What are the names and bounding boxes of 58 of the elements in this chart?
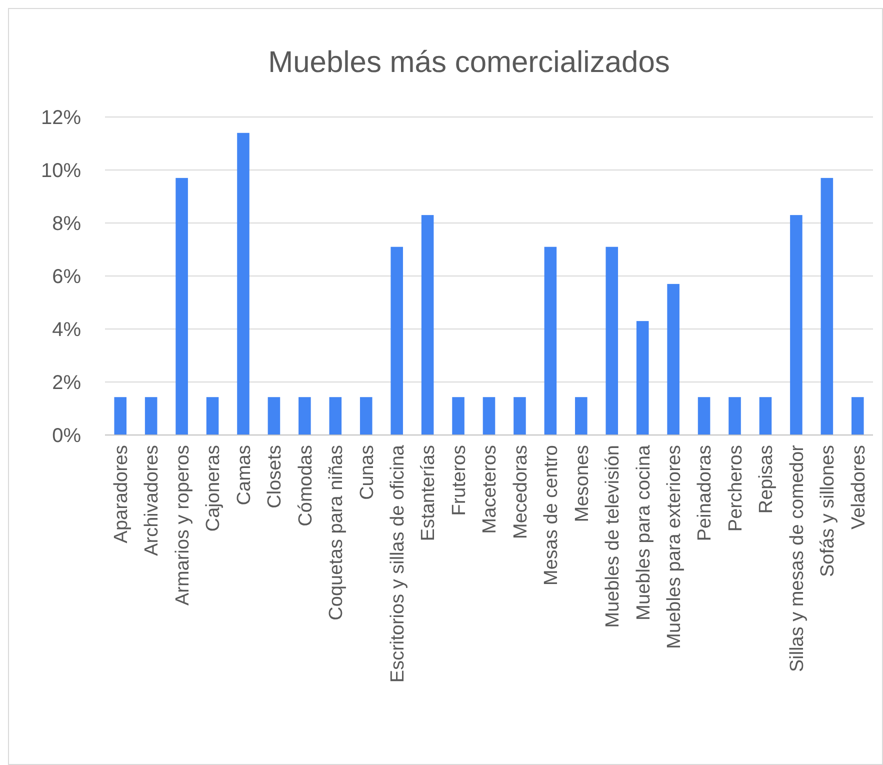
x-tick-label: Muebles para exteriores <box>664 445 685 649</box>
x-tick-label: Aparadores <box>111 445 132 544</box>
x-tick-label: Percheros <box>725 445 746 532</box>
x-tick-label: Escritorios y sillas de oficina <box>387 444 408 683</box>
x-tick-label: Estanterías <box>418 445 440 542</box>
bar <box>360 397 372 435</box>
x-tick-label: Coquetas para niñas <box>326 445 348 620</box>
y-tick-label: 10% <box>40 160 82 182</box>
x-tick-label: Maceteros <box>480 445 501 534</box>
x-tick-label: Cajoneras <box>203 445 224 532</box>
bar <box>544 246 557 435</box>
bar <box>114 397 127 435</box>
x-tick-label: Camas <box>234 445 255 506</box>
bar <box>728 397 741 435</box>
x-tick-label: Archivadores <box>142 445 163 556</box>
x-tick-label: Cómodas <box>295 445 316 526</box>
bar <box>176 178 188 435</box>
bar <box>237 132 250 435</box>
x-tick-label: Sillas y mesas de comedor <box>786 444 808 672</box>
x-tick-label: Closets <box>264 445 286 508</box>
chart-title: Muebles más comercializados <box>268 46 670 79</box>
x-tick-label: Sofás y sillones <box>818 445 839 578</box>
x-tick-label: Veladores <box>848 445 870 530</box>
x-tick-label: Armarios y roperos <box>172 445 194 606</box>
y-tick-label: 4% <box>52 319 82 341</box>
x-tick-label: Mesones <box>572 445 593 522</box>
y-tick-label: 8% <box>52 213 82 235</box>
y-tick-label: 12% <box>40 107 82 129</box>
bar <box>698 397 710 435</box>
bar <box>390 246 403 435</box>
y-tick-label: 0% <box>52 425 82 447</box>
x-tick-label: Mecedoras <box>510 445 532 539</box>
y-tick-label: 6% <box>52 266 82 288</box>
bar <box>268 397 280 435</box>
bar <box>606 246 618 435</box>
bar <box>514 397 526 435</box>
bar <box>851 397 864 435</box>
x-tick-label: Cunas <box>356 445 378 500</box>
bar <box>636 321 649 435</box>
bar <box>421 215 434 435</box>
bar <box>206 397 219 435</box>
bar <box>144 397 158 435</box>
x-tick-label: Peinadoras <box>694 445 716 542</box>
bar <box>820 178 834 435</box>
y-tick-label: 2% <box>52 372 82 394</box>
bar <box>575 397 588 435</box>
x-tick-label: Muebles para cocina <box>633 444 654 620</box>
bar <box>482 397 496 435</box>
x-tick-label: Muebles de televisión <box>602 445 624 628</box>
bar <box>790 215 802 435</box>
bar <box>759 397 772 435</box>
x-tick-label: Fruteros <box>448 445 470 516</box>
bar <box>329 397 342 435</box>
x-tick-label: Mesas de centro <box>541 445 562 586</box>
bar <box>452 397 464 435</box>
bar <box>667 284 680 435</box>
x-tick-label: Repisas <box>756 445 778 514</box>
bar <box>298 397 311 435</box>
